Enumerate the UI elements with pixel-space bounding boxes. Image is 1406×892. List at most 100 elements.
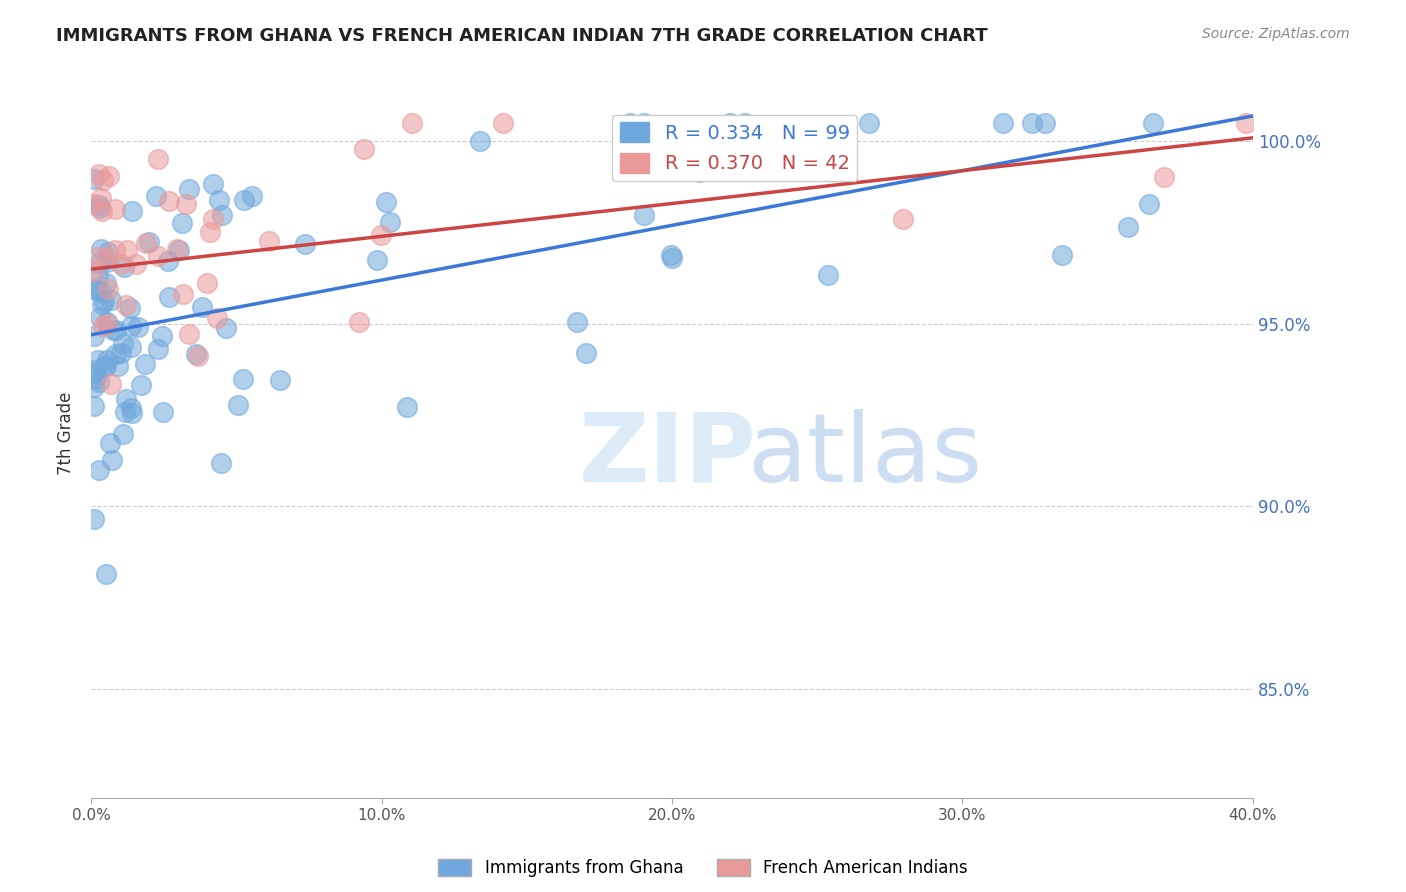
Point <box>138 235 160 249</box>
Point <box>353 142 375 156</box>
Point <box>718 116 741 130</box>
Point <box>172 286 194 301</box>
Point <box>94 359 117 373</box>
Point <box>150 329 173 343</box>
Point <box>396 400 419 414</box>
Point <box>120 301 142 315</box>
Point <box>110 346 132 360</box>
Point <box>97 282 120 296</box>
Point <box>96 353 118 368</box>
Point <box>83 399 105 413</box>
Point <box>110 257 132 271</box>
Point <box>202 212 225 227</box>
Point <box>157 290 180 304</box>
Point <box>101 323 124 337</box>
Point <box>170 215 193 229</box>
Point <box>107 359 129 373</box>
Point <box>294 236 316 251</box>
Point <box>468 134 491 148</box>
Point <box>146 152 169 166</box>
Point <box>100 435 122 450</box>
Point <box>661 251 683 265</box>
Point <box>214 321 236 335</box>
Point <box>135 235 157 250</box>
Point <box>269 373 291 387</box>
Point <box>121 203 143 218</box>
Point <box>858 116 880 130</box>
Point <box>83 362 105 376</box>
Point <box>87 463 110 477</box>
Point <box>83 329 105 343</box>
Point <box>96 251 118 265</box>
Point <box>187 349 209 363</box>
Point <box>1234 116 1257 130</box>
Point <box>90 203 112 218</box>
Point <box>120 401 142 415</box>
Point <box>112 260 135 275</box>
Point <box>370 228 392 243</box>
Point <box>112 426 135 441</box>
Point <box>87 375 110 389</box>
Point <box>184 346 207 360</box>
Point <box>104 346 127 360</box>
Text: IMMIGRANTS FROM GHANA VS FRENCH AMERICAN INDIAN 7TH GRADE CORRELATION CHART: IMMIGRANTS FROM GHANA VS FRENCH AMERICAN… <box>56 27 988 45</box>
Point <box>120 340 142 354</box>
Point <box>127 319 149 334</box>
Point <box>83 171 105 186</box>
Point <box>100 377 122 392</box>
Point <box>167 244 190 258</box>
Point <box>659 248 682 262</box>
Point <box>89 198 111 212</box>
Point <box>146 342 169 356</box>
Point <box>145 189 167 203</box>
Point <box>1021 116 1043 130</box>
Point <box>146 249 169 263</box>
Point <box>87 167 110 181</box>
Point <box>492 116 515 130</box>
Point <box>115 298 138 312</box>
Point <box>157 254 180 268</box>
Point <box>633 208 655 222</box>
Point <box>179 182 201 196</box>
Point <box>87 270 110 285</box>
Text: ZIP: ZIP <box>579 409 756 501</box>
Legend: R = 0.334   N = 99, R = 0.370   N = 42: R = 0.334 N = 99, R = 0.370 N = 42 <box>612 115 858 181</box>
Point <box>93 294 115 309</box>
Point <box>198 225 221 239</box>
Point <box>817 268 839 282</box>
Point <box>617 132 640 146</box>
Point <box>191 300 214 314</box>
Point <box>211 208 233 222</box>
Point <box>202 177 225 191</box>
Text: atlas: atlas <box>748 409 983 501</box>
Point <box>1033 116 1056 130</box>
Point <box>209 456 232 470</box>
Point <box>83 264 105 278</box>
Point <box>96 316 118 330</box>
Point <box>226 398 249 412</box>
Point <box>1116 219 1139 234</box>
Point <box>131 378 153 392</box>
Text: Source: ZipAtlas.com: Source: ZipAtlas.com <box>1202 27 1350 41</box>
Point <box>86 283 108 297</box>
Point <box>83 379 105 393</box>
Point <box>205 310 228 325</box>
Point <box>633 116 655 130</box>
Point <box>96 567 118 582</box>
Point <box>208 193 231 207</box>
Point <box>619 116 641 130</box>
Point <box>1050 248 1073 262</box>
Point <box>90 242 112 256</box>
Point <box>232 372 254 386</box>
Point <box>195 277 218 291</box>
Point <box>83 281 105 295</box>
Point <box>157 194 180 208</box>
Point <box>152 405 174 419</box>
Point <box>96 254 118 268</box>
Point <box>1142 116 1164 130</box>
Point <box>401 116 423 130</box>
Point <box>240 189 263 203</box>
Point <box>96 317 118 331</box>
Point <box>105 323 128 337</box>
Point <box>90 297 112 311</box>
